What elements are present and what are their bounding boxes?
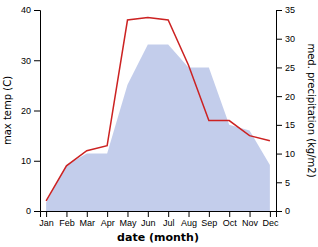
x-axis: Jan Feb Mar Apr May Jun Jul Aug Sep Oct NovDec [39,211,279,228]
axis-line [277,11,283,212]
tick-mark [229,211,230,217]
marks [46,18,270,211]
tick-label: 40 [21,5,31,15]
tick-mark [209,211,210,217]
tick-mark [107,211,108,217]
y2-axis-title: med. precipitation (kg/m2) [306,43,317,177]
tick-label: 0 [285,206,290,216]
tick-mark [66,211,67,217]
precip-area [46,44,270,211]
x-tick: Jul [163,211,175,228]
y2-tick: 30 [276,34,295,44]
tick-mark [276,125,282,126]
tick-label: Feb [59,218,75,228]
tick-label: 10 [21,156,31,166]
y-axis-title: max temp (C) [2,76,13,145]
tick-label: Nov [242,218,259,228]
tick-mark [34,60,40,61]
y-tick: 20 [21,106,40,116]
tick-label: Jun [141,218,156,228]
tick-label: May [119,218,137,228]
y2-tick: 35 [276,5,295,15]
x-tick: Jan [39,211,54,228]
axis-line [41,212,277,218]
tick-mark [127,211,128,217]
tick-mark [276,211,282,212]
y-tick: 10 [21,156,40,166]
tick-mark [168,211,169,217]
x-tick: Apr [101,211,115,228]
x-axis-title: date (month) [117,231,199,244]
tick-label: Dec [262,218,279,228]
y2-tick: 20 [276,92,295,102]
tick-mark [250,211,251,217]
tick-label: 5 [285,178,290,188]
x-tick: Aug [181,211,197,228]
tick-label: Mar [80,218,96,228]
tick-label: 25 [285,63,295,73]
tick-mark [34,111,40,112]
tick-mark [276,67,282,68]
axis-line [34,11,41,212]
y-tick: 0 [26,206,40,216]
tick-label: 30 [285,34,295,44]
x-tick: Feb [59,211,75,228]
tick-mark [270,211,271,217]
tick-mark [34,161,40,162]
tick-mark [276,10,282,11]
tick-label: 20 [21,106,31,116]
chart: Jan Feb Mar Apr May Jun Jul Aug Sep Oct NovDec 0 10 2… [0,0,318,247]
y2-tick: 5 [276,178,290,188]
y2-axis: 0 5 10 15 20 25 30 35 [276,5,295,216]
x-tick: Nov [242,211,259,228]
y-tick: 40 [21,5,40,15]
tick-label: 35 [285,5,295,15]
x-tick: May [119,211,137,228]
x-tick: Dec [262,211,279,228]
tick-mark [276,154,282,155]
x-tick: Sep [201,211,217,228]
tick-label: 10 [285,149,295,159]
y2-tick: 10 [276,149,295,159]
plot: Jan Feb Mar Apr May Jun Jul Aug Sep Oct NovDec 0 10 2… [21,5,295,228]
tick-mark [34,211,40,212]
x-tick: Mar [80,211,96,228]
tick-mark [276,182,282,183]
x-tick: Oct [223,211,238,228]
y2-tick: 25 [276,63,295,73]
x-tick: Jun [141,211,156,228]
tick-mark [87,211,88,217]
tick-label: 0 [26,206,31,216]
tick-mark [276,96,282,97]
tick-label: Aug [181,218,197,228]
temp-line [46,18,270,201]
tick-mark [46,211,47,217]
tick-label: Sep [201,218,217,228]
tick-label: Apr [101,218,115,228]
tick-label: Jan [39,218,54,228]
y-axis: 0 10 20 30 40 [21,5,41,216]
tick-label: 30 [21,56,31,66]
y2-tick: 0 [276,206,290,216]
tick-mark [34,10,40,11]
y2-tick: 15 [276,120,295,130]
tick-label: Jul [163,218,175,228]
tick-label: Oct [223,218,238,228]
tick-mark [148,211,149,217]
tick-mark [276,39,282,40]
tick-label: 20 [285,92,295,102]
tick-mark [189,211,190,217]
tick-label: 15 [285,120,295,130]
y-tick: 30 [21,56,40,66]
